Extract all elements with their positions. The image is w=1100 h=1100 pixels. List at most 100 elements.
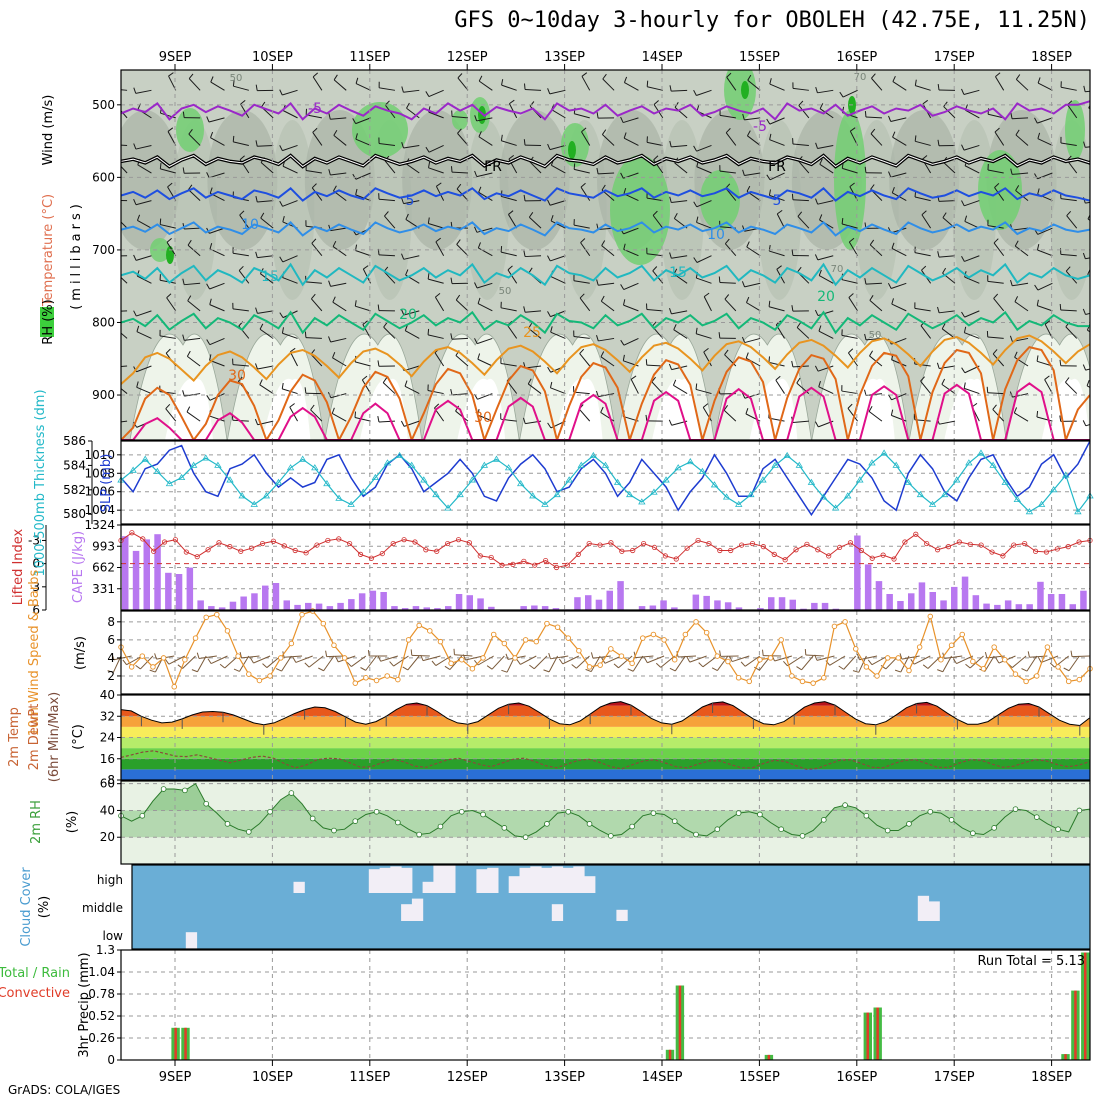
- ylabel-temp: 2m Temp: [7, 707, 22, 767]
- thickness-point: [189, 461, 198, 468]
- wind-barb-flag: [942, 267, 947, 274]
- wind-barb-flag: [507, 265, 513, 271]
- wind-barb-flag: [328, 169, 331, 176]
- cape-bar: [660, 600, 667, 610]
- wind-barb-flag: [815, 86, 818, 93]
- wind-barb: [1066, 215, 1078, 229]
- cape-bar: [617, 581, 624, 610]
- wind-barb: [723, 409, 737, 422]
- wind-barb-flag: [360, 667, 366, 671]
- temperature-contour-10: [121, 221, 1090, 237]
- wind-barb-flag: [623, 187, 627, 194]
- wind-barb: [186, 411, 201, 422]
- wind-barb-flag: [992, 349, 998, 355]
- temp-band: [121, 737, 1090, 749]
- wind-barb: [525, 88, 542, 91]
- wind-barb: [121, 310, 128, 312]
- wind-barb: [818, 330, 834, 339]
- wind-speed-point: [586, 664, 593, 670]
- wind-barb: [1011, 655, 1027, 668]
- wind-barb-flag: [864, 166, 867, 173]
- wind-barb: [428, 111, 444, 119]
- wind-barb: [1014, 412, 1029, 422]
- wind-barb-flag: [435, 237, 442, 243]
- wind-barb: [478, 191, 493, 202]
- lifted-index-point: [728, 547, 734, 554]
- wind-barb-flag: [509, 99, 515, 105]
- wind-barb: [635, 655, 654, 659]
- wind-barb: [796, 327, 810, 339]
- wind-barb-flag: [669, 140, 672, 147]
- lifted-index-point: [695, 537, 701, 544]
- ylabel-2m-rh: 2m RH: [29, 800, 44, 844]
- wind-barb-flag: [623, 76, 628, 83]
- wind-barb-flag: [136, 214, 141, 221]
- cape-bar: [768, 597, 775, 610]
- precip-convective-bar: [1084, 952, 1087, 1060]
- precip-tick-label: 0: [107, 1053, 115, 1067]
- temp-ylabel-group: (6hr Min/Max): [47, 692, 62, 782]
- thickness-point: [735, 500, 743, 507]
- wind-barb-flag: [355, 77, 359, 84]
- wind-barb: [841, 334, 858, 339]
- lifted-index-point: [499, 562, 505, 568]
- wind-barb: [232, 252, 249, 257]
- rh-contour-label: 50: [230, 73, 243, 84]
- wind-barb: [817, 365, 834, 372]
- wind-barb-flag: [1036, 299, 1039, 306]
- cape-bar: [972, 595, 980, 610]
- wind-barb-flag: [255, 195, 258, 203]
- cape-bar: [165, 572, 172, 610]
- wind-barb-flag: [456, 239, 461, 245]
- cape-bar: [692, 594, 700, 610]
- wind-barb: [478, 136, 493, 146]
- wind-barb: [842, 223, 858, 229]
- wind-barb: [689, 655, 707, 663]
- lifted-index-point: [325, 537, 331, 544]
- wind-barb: [792, 199, 809, 202]
- cape-bar: [811, 602, 818, 610]
- wind-barb-flag: [1010, 112, 1013, 119]
- thickness-point: [420, 476, 428, 483]
- wind-barb: [550, 255, 566, 262]
- wind-barb-flag: [921, 210, 927, 216]
- date-label-bottom: 15SEP: [739, 1070, 780, 1085]
- wind-barb: [378, 198, 395, 202]
- cloud-ylabel-group: Cloud Cover: [19, 867, 34, 947]
- wind-speed-point: [714, 653, 721, 659]
- wind-barb: [403, 310, 420, 316]
- wind-barb: [379, 87, 396, 91]
- cape-bar: [175, 574, 183, 610]
- wind-barb-flag: [135, 664, 141, 670]
- wind-barb-flag: [383, 322, 388, 328]
- wind-barb-flag: [601, 240, 606, 246]
- wind-speed-point: [1065, 678, 1072, 685]
- wind-barb: [914, 655, 931, 665]
- precip-convective-bar: [767, 1054, 771, 1060]
- wind-speed-point: [341, 655, 348, 661]
- rh-point: [267, 808, 273, 815]
- wind-barb-flag: [166, 293, 172, 299]
- wind-barb: [282, 89, 298, 96]
- wind-barb-flag: [478, 131, 482, 137]
- wind-speed-point: [458, 656, 465, 663]
- cape-bar: [800, 608, 807, 610]
- cloud-cell-middle: [551, 904, 564, 921]
- thickness-point: [274, 478, 283, 485]
- wind-barb-flag: [1088, 104, 1090, 109]
- wind-barb-flag: [718, 276, 721, 283]
- wind-barb-flag: [1049, 662, 1055, 668]
- wind-barb-flag: [311, 293, 316, 300]
- wind-barb-flag: [1082, 308, 1086, 315]
- wind-barb: [574, 113, 590, 119]
- rh-point: [395, 819, 401, 826]
- wind-barb-flag: [188, 129, 193, 135]
- wind-barb-flag: [547, 255, 551, 262]
- wind-barb-flag: [1037, 656, 1042, 663]
- wind-barb: [549, 89, 566, 95]
- wind-barb: [592, 655, 611, 659]
- wind-barb: [407, 655, 420, 671]
- thickness-point: [904, 478, 913, 485]
- wind-barb-flag: [332, 240, 337, 247]
- date-label-bottom: 14SEP: [642, 1070, 683, 1085]
